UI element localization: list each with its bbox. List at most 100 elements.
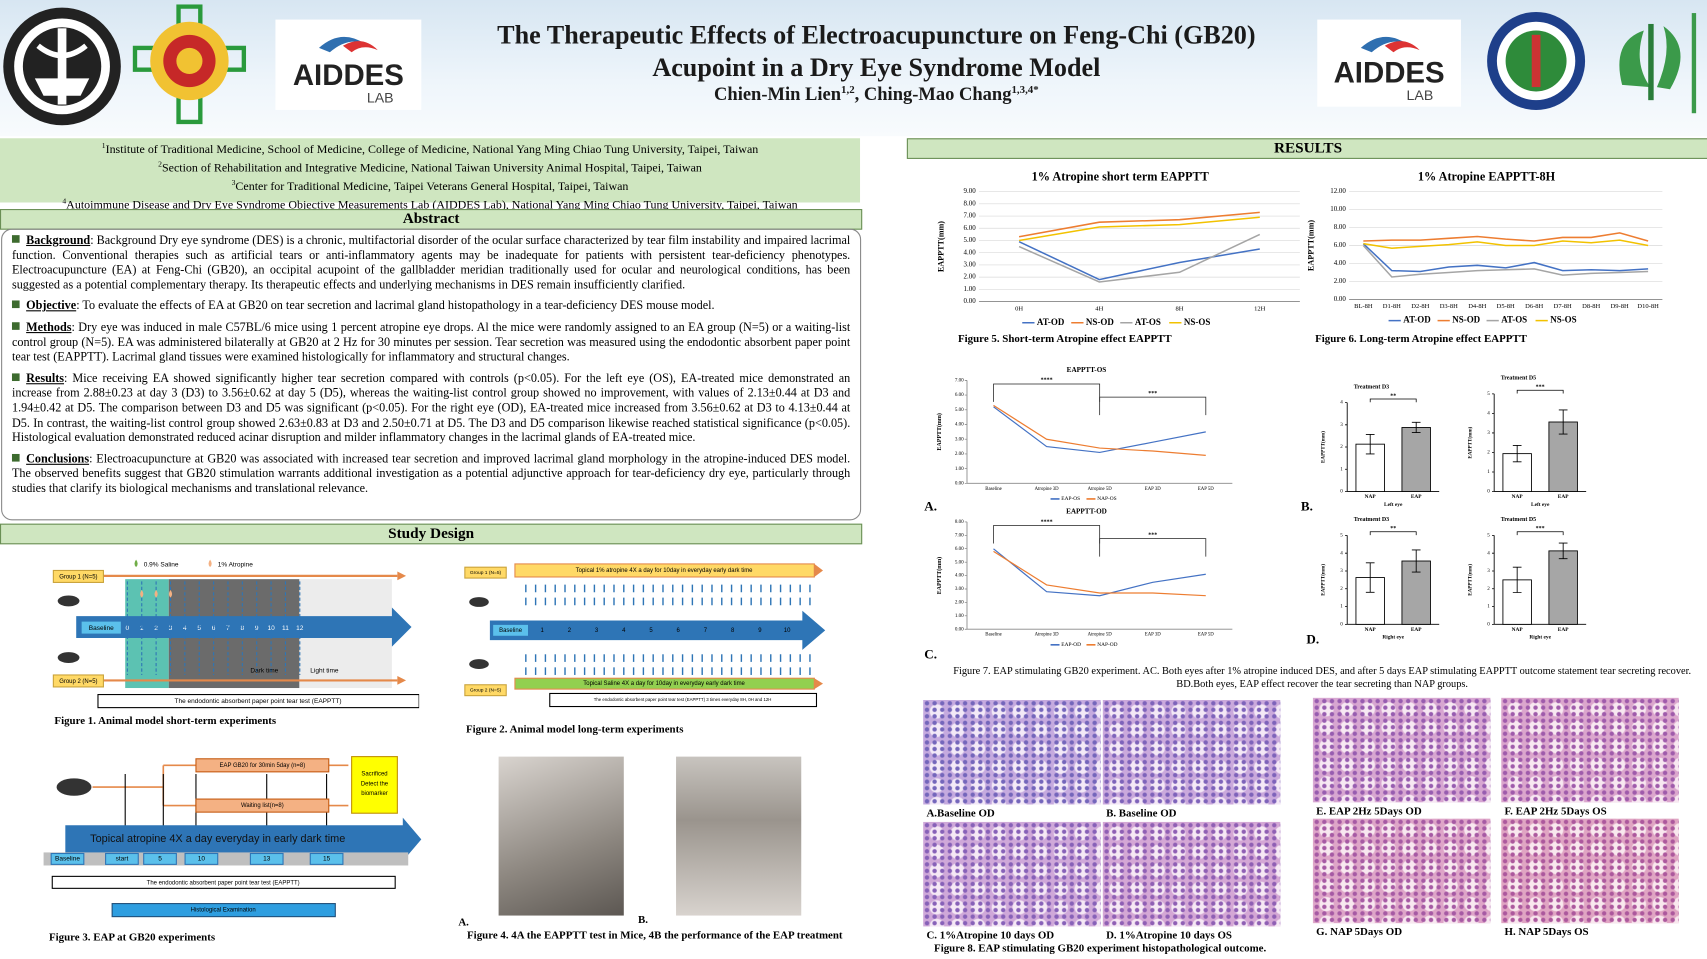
section-label-wrap: Results — [26, 372, 64, 385]
legend-label: AT-OD — [1403, 315, 1431, 325]
day-label: 10 — [267, 625, 275, 632]
label: Light time — [310, 667, 339, 674]
shape — [464, 566, 507, 579]
x-tick-label: D1-8H — [1383, 303, 1401, 310]
shape — [195, 798, 330, 813]
shape — [57, 652, 80, 663]
timeline-box — [249, 852, 284, 865]
affiliation-sup: 2 — [158, 160, 162, 169]
chart-title: EAPPTT-OS — [1067, 366, 1107, 374]
x-tick-label: NAP — [1512, 494, 1524, 500]
significance-label: ** — [1390, 393, 1396, 399]
section-heading: RESULTS — [906, 138, 1707, 159]
series-line — [1363, 239, 1649, 249]
timeline-label: 5 — [158, 856, 162, 863]
x-tick-label: D9-8H — [1611, 303, 1629, 310]
y-tick-label: 3.00 — [955, 586, 964, 592]
y-tick-label: 4.00 — [955, 573, 964, 579]
series-line — [1018, 211, 1260, 238]
y-tick-label: 4 — [1487, 550, 1490, 556]
x-tick-label: BL-8H — [1354, 303, 1373, 310]
x-tick-label: NAP — [1365, 627, 1377, 633]
day-label: 6 — [677, 628, 681, 634]
significance-bracket — [1099, 396, 1207, 416]
legend-label: NAP-OS — [1097, 496, 1116, 502]
caption: Figure 8. EAP stimulating GB20 experimen… — [934, 942, 1267, 955]
significance-label: *** — [1148, 391, 1157, 397]
x-tick-label: EAP 3D — [1145, 633, 1161, 638]
abstract-section: Conclusions: Electroacupuncture at GB20 … — [11, 452, 850, 497]
image-label: B. Baseline OD — [1106, 807, 1177, 820]
series-line — [1018, 240, 1260, 281]
label: Group 2 (N=5) — [470, 688, 502, 694]
series-line — [1362, 243, 1649, 273]
bar — [1548, 550, 1578, 625]
y-tick-label: 6.00 — [1334, 241, 1347, 249]
significance-bracket — [1516, 531, 1564, 536]
error-bar — [1365, 562, 1375, 593]
y-tick-label: 6.00 — [955, 546, 964, 552]
chart: Treatment D3 EAPPTT(mm) 0 1 2 3 4 5 NAP EAP Right … — [1319, 517, 1440, 641]
chart-title: Treatment D5 — [1501, 517, 1536, 523]
y-tick-label: 2 — [1340, 586, 1343, 592]
shape — [1384, 41, 1420, 53]
y-tick-label: 1 — [1340, 466, 1343, 472]
label: Detect the — [361, 781, 389, 787]
legend-label: NAP-OD — [1097, 642, 1117, 648]
y-tick-label: 4 — [1340, 400, 1343, 406]
logo-vet — [1619, 13, 1697, 114]
section-text: : Dry eye was induced in male C57BL/6 mi… — [11, 321, 851, 364]
drop — [168, 590, 173, 598]
label: Histological Examination — [191, 908, 256, 914]
chart: Treatment D3 EAPPTT(mm) 0 1 2 3 4 NAP EAP Left ey… — [1319, 384, 1440, 508]
section-text: : Mice receiving EA showed significantly… — [11, 372, 851, 445]
caption: Figure 5. Short-term Atropine effect EAP… — [958, 333, 1172, 346]
shape — [1360, 36, 1407, 53]
y-tick-label: 3 — [1340, 568, 1343, 574]
y-tick-label: 2.00 — [964, 273, 977, 281]
label: Group 1 (N=5) — [59, 575, 97, 581]
y-axis-label: EAPPTT(mm) — [936, 221, 945, 272]
x-tick-label: Atropine 3D — [1035, 633, 1060, 638]
shape — [195, 758, 330, 773]
bullet — [11, 453, 20, 462]
panel-label: B. — [1300, 498, 1313, 514]
timeline-label: Baseline — [55, 856, 80, 863]
caption: Figure 6. Long-term Atropine effect EAPP… — [1315, 333, 1527, 346]
day-label: 6 — [212, 625, 216, 632]
bullet — [11, 373, 20, 381]
x-axis-label: Right eye — [1529, 635, 1551, 641]
label: Group 1 (N=5) — [470, 570, 502, 576]
figure-1-diagram: 0 1 2 3 4 5 6 7 8 9 10 11 12 Group 1 (N=5) Group 2 (… — [52, 559, 420, 709]
y-tick-label: 3.00 — [955, 436, 964, 442]
affiliation-text: Section of Rehabilitation and Integrativ… — [161, 162, 702, 176]
x-tick-label: D2-8H — [1411, 303, 1429, 310]
y-tick-label: 8.00 — [964, 199, 977, 207]
day-label: 0 — [126, 625, 130, 632]
label: biomarker — [361, 791, 388, 797]
abstract: Background: Background Dry eye syndrome … — [1, 228, 862, 521]
x-tick-label: EAP 5D — [1198, 633, 1214, 638]
shape — [65, 817, 422, 862]
error-bar — [1512, 444, 1522, 463]
y-tick-label: 6.00 — [964, 224, 977, 232]
y-axis-label: EAPPTT(mm) — [1466, 426, 1473, 458]
day-label: 3 — [169, 625, 173, 632]
shape — [351, 756, 398, 814]
shape — [76, 607, 412, 647]
shape — [469, 659, 489, 669]
section-label: Conclusions — [26, 452, 90, 466]
section-heading: Abstract — [0, 209, 863, 230]
panel-label: C. — [924, 646, 937, 662]
y-axis-label: EAPPTT(mm) — [1319, 431, 1326, 463]
affiliation-sup: 4 — [62, 197, 67, 207]
caption: Figure 2. Animal model long-term experim… — [465, 723, 684, 736]
error-bar — [1512, 566, 1522, 593]
y-tick-label: 4.00 — [1334, 259, 1347, 267]
bullet — [11, 322, 20, 330]
day-label: 4 — [183, 625, 187, 632]
shape — [81, 621, 121, 634]
y-tick-label: 5.00 — [964, 236, 977, 244]
series-line — [993, 548, 1206, 597]
y-tick-label: 5 — [1487, 391, 1490, 397]
